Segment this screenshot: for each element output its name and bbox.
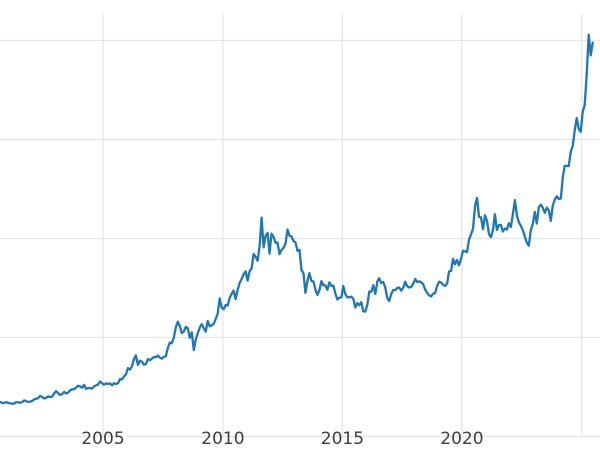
x-tick-label-2015: 2015: [320, 429, 365, 449]
gridlines-group: [0, 14, 600, 438]
x-tick-label-2005: 2005: [81, 429, 125, 449]
price-line: [0, 33, 594, 405]
x-tick-label-2010: 2010: [201, 429, 245, 449]
x-tick-label-2020: 2020: [440, 429, 484, 449]
